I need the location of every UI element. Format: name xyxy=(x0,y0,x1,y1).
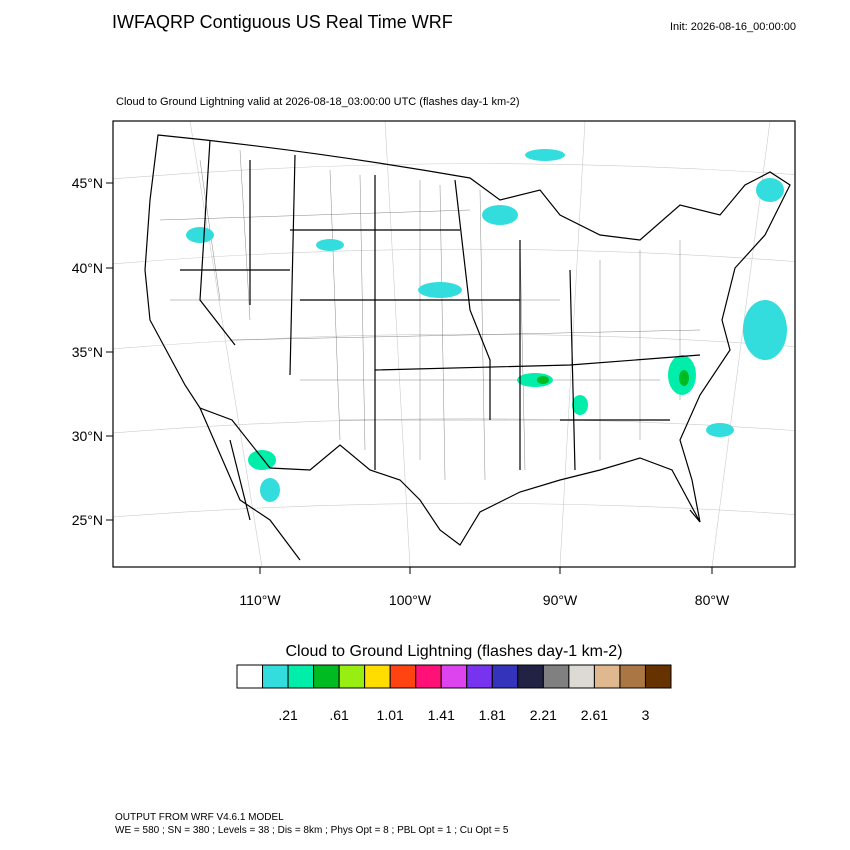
colorbar-swatch xyxy=(466,664,493,689)
lat-label: 30°N xyxy=(72,428,103,444)
colorbar-swatch xyxy=(644,664,672,689)
colorbar-swatch xyxy=(364,664,391,689)
map-subtitle: Cloud to Ground Lightning valid at 2026-… xyxy=(116,96,520,108)
boundaries xyxy=(144,134,791,561)
footer-line: OUTPUT FROM WRF V4.6.1 MODEL xyxy=(115,812,284,823)
colorbar-swatch xyxy=(338,664,366,689)
lat-label: 40°N xyxy=(72,260,103,276)
map: 45°N 40°N 35°N 30°N 25°N 110°W 100°W 90°W 80°W xyxy=(72,120,796,608)
footer-line: WE = 580 ; SN = 380 ; Levels = 38 ; Dis … xyxy=(115,825,509,836)
lon-label: 90°W xyxy=(543,592,578,608)
lat-label: 35°N xyxy=(72,344,103,360)
lightning xyxy=(186,149,787,502)
colorbar: .21 .61 1.01 1.41 1.81 2.21 2.61 3 xyxy=(236,664,672,723)
colorbar-swatch xyxy=(568,664,595,689)
lat-label: 45°N xyxy=(72,175,103,191)
colorbar-label: 2.61 xyxy=(581,707,608,723)
colorbar-swatch xyxy=(619,664,646,689)
colorbar-label: 2.21 xyxy=(530,707,557,723)
colorbar-label: .61 xyxy=(329,707,349,723)
colorbar-label: 1.41 xyxy=(428,707,455,723)
colorbar-label: 3 xyxy=(642,707,650,723)
lat-label: 25°N xyxy=(72,512,103,528)
init-time: Init: 2026-08-16_00:00:00 xyxy=(670,21,796,33)
graticule xyxy=(113,121,795,567)
lon-label: 110°W xyxy=(239,592,281,608)
colorbar-swatch xyxy=(491,664,519,689)
lon-label: 100°W xyxy=(389,592,432,608)
colorbar-swatch xyxy=(236,664,264,689)
colorbar-swatch xyxy=(313,664,340,689)
colorbar-swatch xyxy=(287,664,315,689)
lon-label: 80°W xyxy=(695,592,730,608)
colorbar-label: 1.81 xyxy=(479,707,506,723)
colorbar-swatch xyxy=(415,664,442,689)
colorbar-label: .21 xyxy=(278,707,298,723)
colorbar-swatch xyxy=(593,664,621,689)
colorbar-swatch xyxy=(262,664,289,689)
colorbar-swatch xyxy=(440,664,468,689)
colorbar-title: Cloud to Ground Lightning (flashes day-1… xyxy=(285,643,622,660)
colorbar-swatch xyxy=(389,664,417,689)
colorbar-swatch xyxy=(517,664,544,689)
colorbar-label: 1.01 xyxy=(377,707,404,723)
map-frame xyxy=(112,120,796,568)
title: IWFAQRP Contiguous US Real Time WRF xyxy=(112,12,453,32)
colorbar-swatch xyxy=(542,664,570,689)
